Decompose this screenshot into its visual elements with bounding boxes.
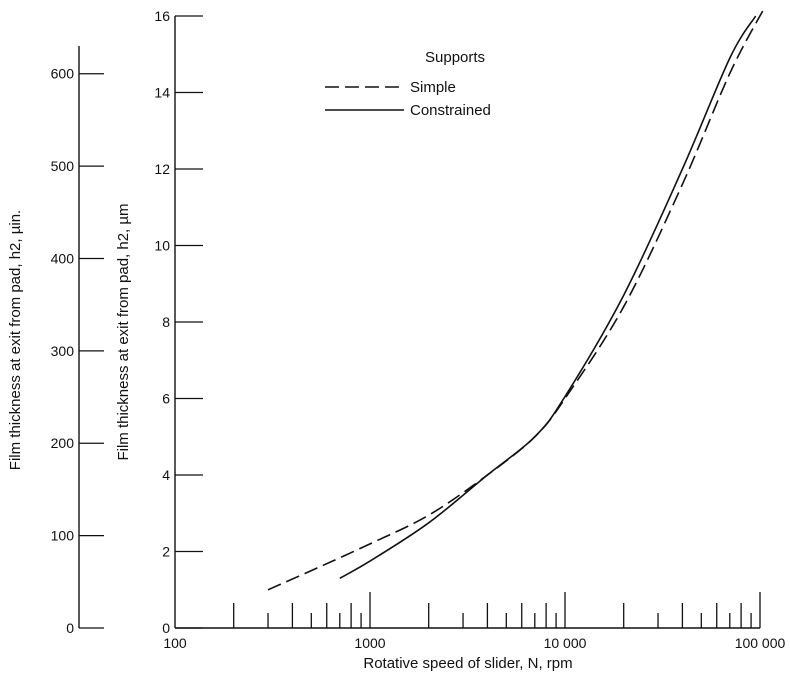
secondary-y-ticks: 0 100 200 300 400 500 600 [51, 66, 104, 636]
x-tick-label: 1000 [354, 635, 385, 651]
primary-y-tick-label: 6 [162, 391, 170, 407]
primary-y-tick-label: 8 [162, 314, 170, 330]
legend-label-simple: Simple [410, 79, 456, 96]
secondary-y-tick-label: 500 [51, 158, 75, 174]
secondary-y-axis: 0 100 200 300 400 500 600 Film thickness at ex… [7, 46, 104, 636]
secondary-y-tick-label: 400 [51, 250, 75, 266]
x-axis: 100 1000 10 000 100 000 Rotative speed of s… [163, 592, 786, 672]
primary-y-ticks: 0 2 4 6 8 10 12 14 16 [154, 8, 203, 636]
secondary-y-tick-label: 600 [51, 66, 75, 82]
primary-y-tick-label: 12 [154, 161, 170, 177]
x-axis-title: Rotative speed of slider, N, rpm [363, 655, 572, 672]
primary-y-tick-label: 16 [154, 8, 170, 24]
legend: Supports Simple Constrained [325, 49, 491, 119]
secondary-y-tick-label: 0 [66, 620, 74, 636]
legend-title: Supports [425, 49, 485, 66]
primary-y-axis-title: Film thickness at exit from pad, h2, µm [115, 203, 132, 460]
x-tick-label: 100 000 [735, 635, 786, 651]
primary-y-axis: 0 2 4 6 8 10 12 14 16 Film thickness at exit fro… [115, 8, 203, 636]
x-ticks: 100 1000 10 000 100 000 [163, 592, 786, 651]
primary-y-tick-label: 2 [162, 544, 170, 560]
primary-y-tick-label: 4 [162, 467, 170, 483]
primary-y-tick-label: 10 [154, 238, 170, 254]
series-group [267, 8, 765, 591]
primary-y-tick-label: 14 [154, 85, 170, 101]
primary-y-tick-label: 0 [162, 620, 170, 636]
x-tick-label: 100 [163, 635, 187, 651]
secondary-y-axis-title: Film thickness at exit from pad, h2, µin… [7, 210, 24, 470]
series-line-simple [267, 8, 765, 591]
secondary-y-tick-label: 300 [51, 343, 75, 359]
series-line-constrained [339, 15, 757, 579]
secondary-y-tick-label: 200 [51, 435, 75, 451]
x-tick-label: 10 000 [544, 635, 587, 651]
legend-label-constrained: Constrained [410, 102, 491, 119]
secondary-y-tick-label: 100 [51, 528, 75, 544]
